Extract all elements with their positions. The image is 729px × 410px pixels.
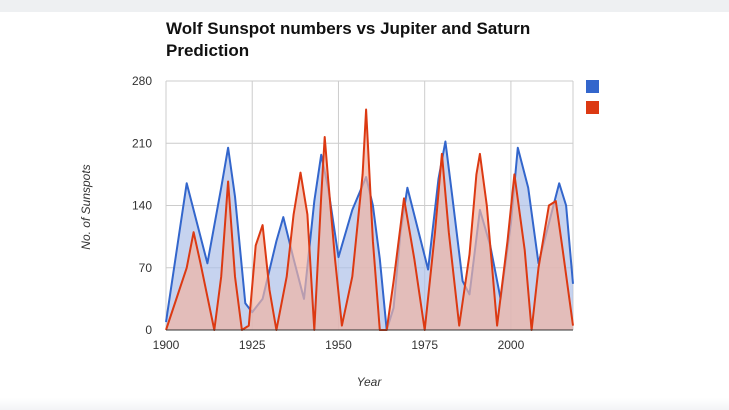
legend-swatch-2 [586,101,599,114]
series-layer [165,108,574,331]
series-2-line [165,108,574,331]
y-axis-title: No. of Sunspots [79,164,93,249]
series-2-area [166,109,573,330]
x-tick-label: 2000 [498,338,525,352]
y-tick-label: 0 [145,323,152,337]
legend-swatch-1 [586,80,599,93]
y-tick-label: 70 [139,261,153,275]
x-tick-label: 1900 [153,338,180,352]
bottom-band [0,398,729,410]
chart-title: Wolf Sunspot numbers vs Jupiter and Satu… [166,19,531,60]
x-tick-label: 1925 [239,338,266,352]
top-band [0,0,729,12]
x-axis-title: Year [357,375,383,389]
axis-layer: 0 70 140 210 280 1900 1925 1950 1975 2000 [132,74,573,352]
x-tick-label: 1950 [325,338,352,352]
y-tick-label: 210 [132,136,152,150]
y-tick-label: 140 [132,199,152,213]
legend [586,80,599,114]
y-tick-label: 280 [132,74,152,88]
x-tick-label: 1975 [411,338,438,352]
